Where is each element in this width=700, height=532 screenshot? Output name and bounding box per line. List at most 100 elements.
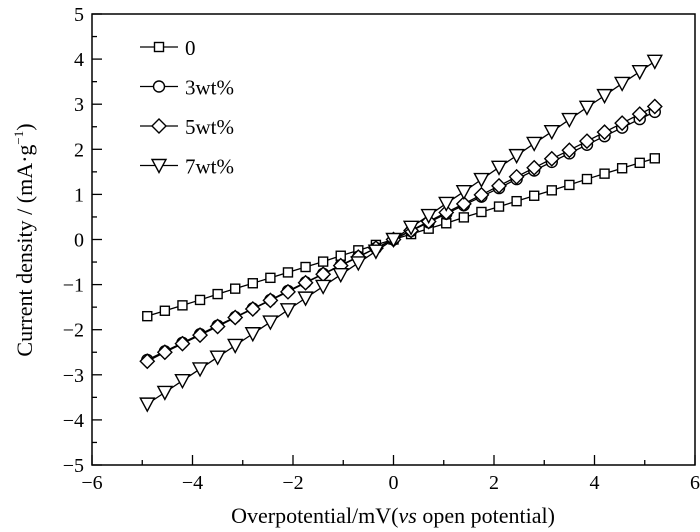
y-axis-label: Current density / (mA·g−1) bbox=[11, 123, 37, 356]
square-marker bbox=[581, 173, 593, 185]
square-marker bbox=[142, 310, 153, 322]
triangle-down-marker bbox=[543, 125, 560, 141]
diamond-marker bbox=[646, 98, 663, 115]
triangle-down-marker bbox=[156, 385, 174, 401]
diamond-marker bbox=[139, 353, 156, 370]
legend-item: 0 bbox=[140, 36, 196, 60]
square-marker bbox=[265, 272, 276, 284]
legend-item: 3wt% bbox=[140, 76, 234, 100]
x-tick-label: 6 bbox=[690, 472, 700, 494]
square-marker bbox=[247, 278, 259, 289]
y-tick-label: −1 bbox=[63, 275, 84, 297]
x-tick-label: 4 bbox=[590, 472, 600, 494]
diamond-marker bbox=[151, 118, 167, 134]
legend-label: 3wt% bbox=[185, 76, 234, 100]
diamond-marker bbox=[227, 309, 244, 326]
diamond-marker bbox=[614, 115, 631, 132]
y-tick-label: −4 bbox=[63, 410, 84, 432]
triangle-down-marker bbox=[490, 160, 508, 176]
triangle-down-marker bbox=[279, 303, 297, 319]
triangle-down-marker bbox=[455, 184, 473, 201]
x-axis-label: Overpotential/mV(vs open potential) bbox=[231, 503, 555, 528]
diamond-marker bbox=[543, 150, 560, 167]
square-marker bbox=[159, 305, 171, 316]
y-tick-label: 4 bbox=[74, 49, 84, 71]
y-tick-label: 0 bbox=[74, 230, 84, 252]
triangle-down-marker bbox=[646, 54, 663, 70]
triangle-down-marker bbox=[139, 397, 156, 413]
legend-item: 7wt% bbox=[140, 155, 234, 179]
circle-marker bbox=[152, 80, 166, 93]
series-5wtpct bbox=[139, 98, 663, 370]
triangle-down-marker bbox=[526, 136, 543, 152]
diamond-marker bbox=[578, 133, 595, 150]
y-tick-label: −2 bbox=[63, 320, 84, 342]
square-marker bbox=[212, 288, 223, 300]
square-marker bbox=[194, 294, 206, 306]
triangle-down-marker bbox=[191, 362, 209, 378]
diamond-marker bbox=[491, 177, 508, 194]
ticks: −6 −4 −2 0 2 4 6 −5 −4 −3 −2 −1 0 1 2 3 4 5 bbox=[63, 4, 700, 494]
square-marker bbox=[616, 163, 628, 174]
triangle-down-marker bbox=[473, 172, 490, 188]
y-tick-label: 2 bbox=[74, 139, 84, 161]
diamond-marker bbox=[438, 204, 455, 221]
diamond-marker bbox=[297, 274, 314, 291]
series-line bbox=[147, 157, 655, 317]
square-marker bbox=[300, 261, 311, 273]
triangle-down-marker bbox=[613, 76, 631, 92]
series-group bbox=[139, 54, 663, 413]
diamond-marker bbox=[473, 186, 490, 203]
triangle-down-marker bbox=[631, 65, 648, 81]
legend-label: 7wt% bbox=[185, 155, 234, 179]
square-marker bbox=[511, 195, 522, 207]
square-marker bbox=[493, 201, 505, 212]
diamond-marker bbox=[561, 142, 578, 159]
triangle-down-marker bbox=[332, 267, 349, 284]
series-7wtpct bbox=[139, 54, 663, 413]
triangle-down-marker bbox=[209, 350, 226, 366]
y-tick-label: 5 bbox=[74, 4, 84, 26]
triangle-down-marker bbox=[508, 148, 525, 165]
square-marker bbox=[649, 153, 660, 164]
diamond-marker bbox=[526, 159, 543, 176]
square-marker bbox=[177, 300, 188, 311]
triangle-down-marker bbox=[578, 100, 596, 116]
triangle-down-marker bbox=[561, 112, 578, 129]
triangle-down-marker bbox=[174, 373, 191, 390]
square-marker bbox=[529, 190, 540, 201]
square-marker bbox=[599, 168, 610, 179]
triangle-down-marker bbox=[596, 88, 613, 105]
triangle-down-marker bbox=[385, 232, 402, 248]
square-marker bbox=[634, 157, 645, 169]
legend-label: 0 bbox=[185, 36, 196, 60]
x-tick-label: −4 bbox=[182, 472, 203, 494]
diamond-marker bbox=[596, 124, 613, 141]
y-tick-label: 1 bbox=[74, 184, 84, 206]
series-0 bbox=[142, 153, 660, 322]
legend-label: 5wt% bbox=[185, 115, 234, 139]
diamond-marker bbox=[262, 292, 279, 309]
x-tick-label: 0 bbox=[389, 472, 399, 494]
diamond-marker bbox=[174, 335, 191, 352]
legend: 0 3wt% 5wt% 7wt% bbox=[140, 36, 234, 179]
y-tick-label: −3 bbox=[63, 365, 84, 387]
x-tick-label: 2 bbox=[489, 472, 499, 494]
diamond-marker bbox=[209, 318, 226, 335]
diamond-marker bbox=[631, 106, 648, 123]
square-marker bbox=[153, 41, 165, 53]
y-tick-label: 3 bbox=[74, 94, 84, 116]
x-tick-label: −6 bbox=[81, 472, 102, 494]
triangle-down-marker bbox=[227, 338, 244, 354]
y-tick-label: −5 bbox=[63, 455, 84, 477]
square-marker bbox=[282, 267, 294, 278]
diamond-marker bbox=[156, 344, 173, 361]
triangle-down-marker bbox=[244, 327, 261, 343]
square-marker bbox=[476, 206, 487, 218]
triangle-down-marker bbox=[150, 158, 168, 174]
triangle-down-marker bbox=[262, 315, 279, 331]
diamond-marker bbox=[315, 266, 332, 283]
triangle-down-marker bbox=[367, 244, 385, 260]
diamond-marker bbox=[279, 283, 296, 300]
